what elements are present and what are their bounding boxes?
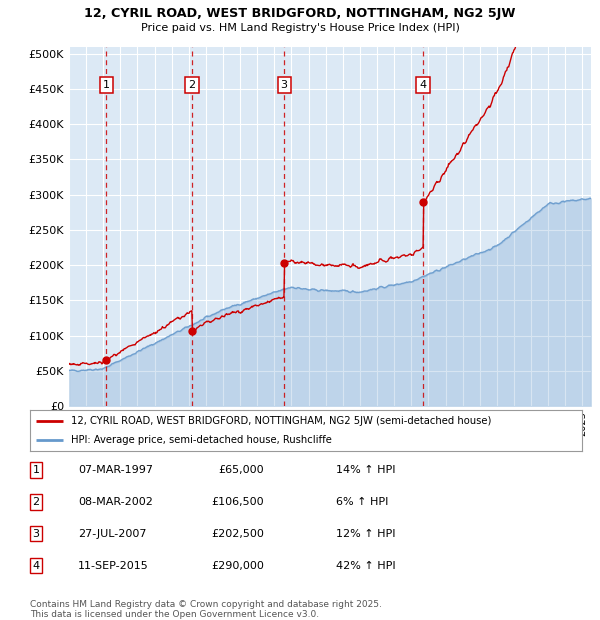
Text: 12% ↑ HPI: 12% ↑ HPI: [336, 529, 395, 539]
Text: 3: 3: [281, 80, 287, 91]
Text: £202,500: £202,500: [211, 529, 264, 539]
Text: 6% ↑ HPI: 6% ↑ HPI: [336, 497, 388, 507]
Text: 1: 1: [103, 80, 110, 91]
Text: 07-MAR-1997: 07-MAR-1997: [78, 465, 153, 475]
Text: £106,500: £106,500: [211, 497, 264, 507]
Text: 12, CYRIL ROAD, WEST BRIDGFORD, NOTTINGHAM, NG2 5JW: 12, CYRIL ROAD, WEST BRIDGFORD, NOTTINGH…: [84, 7, 516, 20]
Text: 42% ↑ HPI: 42% ↑ HPI: [336, 560, 395, 570]
Text: 12, CYRIL ROAD, WEST BRIDGFORD, NOTTINGHAM, NG2 5JW (semi-detached house): 12, CYRIL ROAD, WEST BRIDGFORD, NOTTINGH…: [71, 417, 492, 427]
Text: 2: 2: [188, 80, 196, 91]
Text: HPI: Average price, semi-detached house, Rushcliffe: HPI: Average price, semi-detached house,…: [71, 435, 332, 445]
Text: £65,000: £65,000: [218, 465, 264, 475]
Text: 14% ↑ HPI: 14% ↑ HPI: [336, 465, 395, 475]
Text: 4: 4: [419, 80, 427, 91]
Text: Contains HM Land Registry data © Crown copyright and database right 2025.
This d: Contains HM Land Registry data © Crown c…: [30, 600, 382, 619]
Text: £290,000: £290,000: [211, 560, 264, 570]
Text: 4: 4: [32, 560, 40, 570]
Text: 11-SEP-2015: 11-SEP-2015: [78, 560, 149, 570]
Text: Price paid vs. HM Land Registry's House Price Index (HPI): Price paid vs. HM Land Registry's House …: [140, 23, 460, 33]
Text: 3: 3: [32, 529, 40, 539]
Text: 1: 1: [32, 465, 40, 475]
Text: 2: 2: [32, 497, 40, 507]
Text: 27-JUL-2007: 27-JUL-2007: [78, 529, 146, 539]
Text: 08-MAR-2002: 08-MAR-2002: [78, 497, 153, 507]
